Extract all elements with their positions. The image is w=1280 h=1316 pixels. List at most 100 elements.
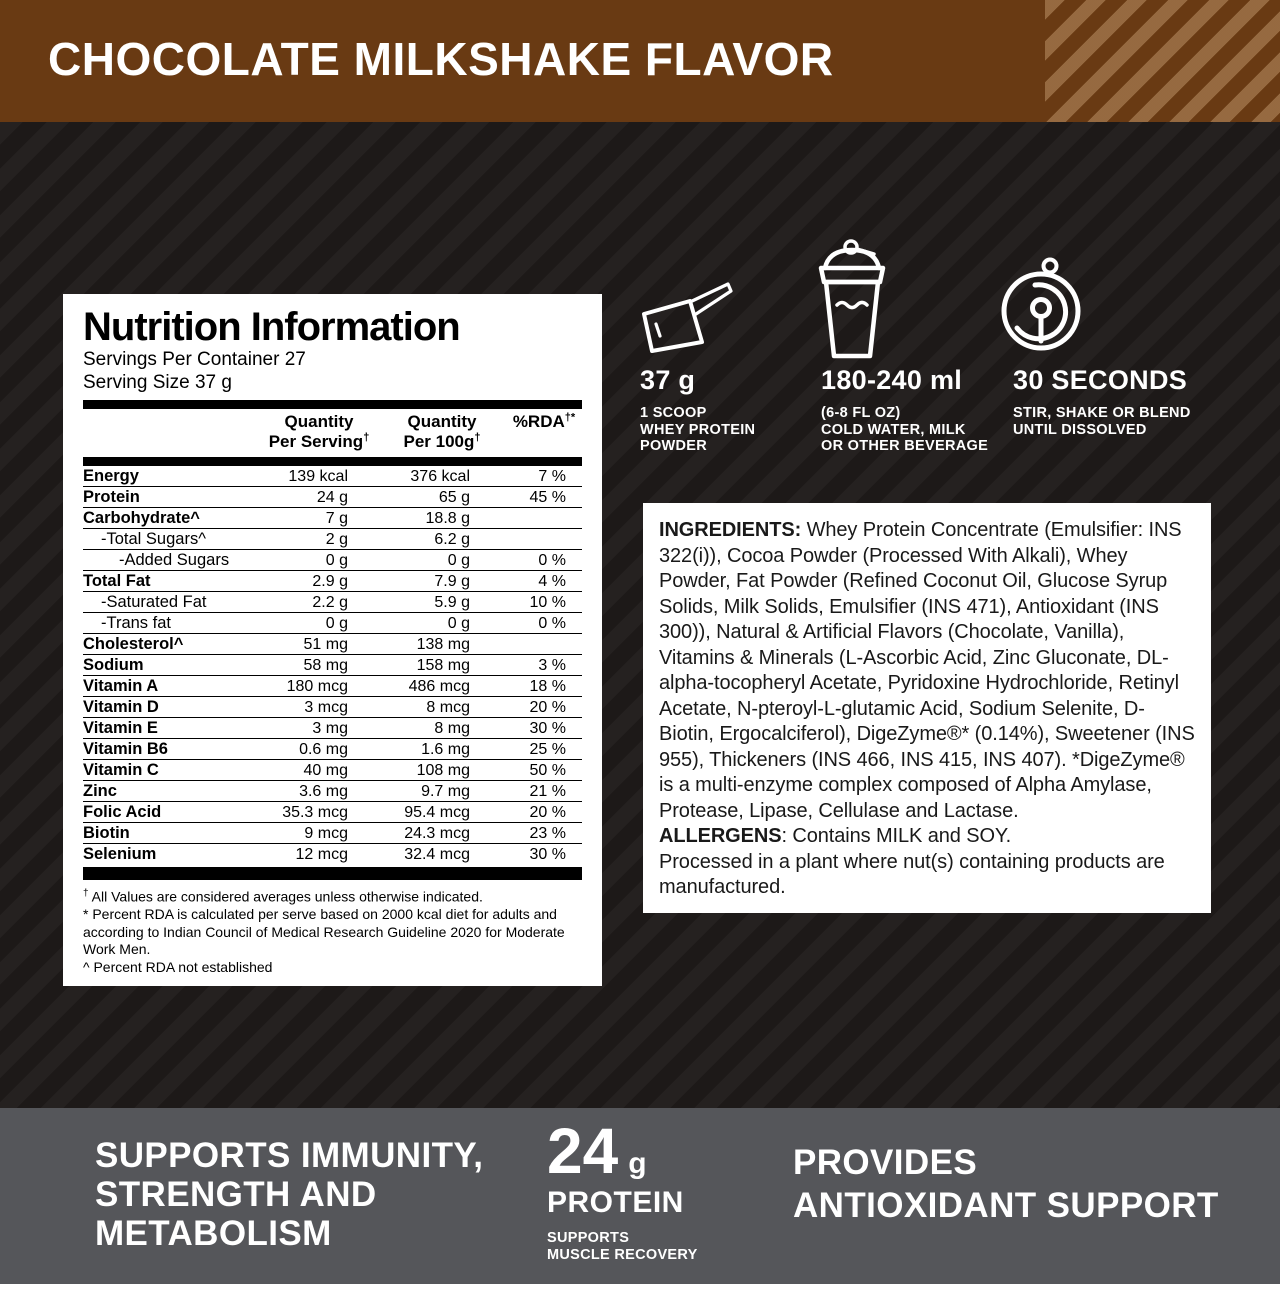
benefit-line: PROVIDES [793, 1143, 978, 1182]
row-per-100g: 158 mg [416, 657, 470, 674]
row-per-serving: 24 g [316, 489, 348, 506]
row-rda: 45 % [529, 489, 566, 506]
direction-line: POWDER [640, 438, 708, 454]
row-per-serving: 9 mcg [304, 825, 348, 842]
benefit-line: STRENGTH AND [95, 1175, 377, 1214]
row-rda: 20 % [529, 699, 566, 716]
benefits-band: SUPPORTS IMMUNITY, STRENGTH AND METABOLI… [0, 1108, 1280, 1284]
table-row: Vitamin A 180 mcg 486 mcg 18 % [83, 675, 582, 696]
footnote: † All Values are considered averages unl… [83, 888, 483, 905]
footnotes: † All Values are considered averages unl… [83, 885, 582, 976]
table-row: -Saturated Fat 2.2 g 5.9 g 10 % [83, 591, 582, 612]
benefit-line: METABOLISM [95, 1214, 332, 1253]
row-label: -Total Sugars^ [101, 530, 206, 548]
row-rda: 20 % [529, 804, 566, 821]
row-per-serving: 40 mg [303, 762, 348, 779]
table-row: Protein 24 g 65 g 45 % [83, 486, 582, 507]
header-text: Quantity [407, 412, 477, 431]
row-per-100g: 7.9 g [434, 573, 470, 590]
table-row: Selenium 12 mcg 32.4 mcg 30 % [83, 843, 582, 864]
row-per-serving: 35.3 mcg [282, 804, 348, 821]
table-row: Carbohydrate^ 7 g 18.8 g [83, 507, 582, 528]
row-label: Vitamin C [83, 761, 159, 779]
table-row: -Total Sugars^ 2 g 6.2 g [83, 528, 582, 549]
row-label: -Trans fat [101, 614, 171, 632]
direction-line: STIR, SHAKE OR BLEND [1013, 405, 1191, 421]
table-row: Biotin 9 mcg 24.3 mcg 23 % [83, 822, 582, 843]
protein-sublines: SUPPORTS MUSCLE RECOVERY [547, 1230, 698, 1263]
row-per-serving: 2.9 g [312, 573, 348, 590]
row-rda: 4 % [538, 573, 566, 590]
flavor-banner: CHOCOLATE MILKSHAKE FLAVOR [0, 0, 1280, 122]
header-sup: † [363, 431, 370, 444]
shaker-icon [818, 239, 886, 359]
row-rda: 30 % [529, 720, 566, 737]
row-rda: 23 % [529, 825, 566, 842]
nutrition-title: Nutrition Information [83, 305, 461, 349]
direction-scoop: 37 g 1 SCOOP WHEY PROTEIN POWDER [640, 365, 755, 455]
row-per-100g: 6.2 g [434, 531, 470, 548]
direction-lines: (6-8 FL OZ) COLD WATER, MILK OR OTHER BEVE… [821, 405, 988, 455]
header-per-100g: Quantity Per 100g† [378, 412, 506, 452]
direction-headline: 30 SECONDS [1013, 365, 1188, 395]
direction-line: UNTIL DISSOLVED [1013, 421, 1147, 438]
processed-text: Processed in a plant where nut(s) contai… [659, 850, 1165, 899]
row-label: Zinc [83, 782, 117, 800]
row-label: Vitamin E [83, 719, 158, 737]
footnote-mark: † [83, 888, 89, 899]
direction-line: COLD WATER, MILK [821, 421, 966, 438]
header-text: %RDA [512, 412, 565, 431]
row-per-serving: 180 mcg [286, 678, 348, 695]
row-per-serving: 0 g [325, 615, 348, 632]
table-row: Sodium 58 mg 158 mg 3 % [83, 654, 582, 675]
benefit-antioxidant: PROVIDES ANTIOXIDANT SUPPORT [793, 1141, 1219, 1227]
row-rda: 18 % [529, 678, 566, 695]
benefit-line: SUPPORTS IMMUNITY, [95, 1136, 484, 1175]
footnote-mark: * [83, 906, 89, 923]
servings-per-container: Servings Per Container 27 [83, 349, 306, 370]
row-label: Sodium [83, 656, 144, 674]
row-label: Energy [83, 467, 139, 485]
ingredients-body: Whey Protein Concentrate (Emulsifier: IN… [659, 519, 1195, 822]
divider-bar [83, 867, 582, 880]
row-label: Total Fat [83, 572, 151, 590]
row-rda: 0 % [538, 552, 566, 569]
header-spacer [83, 412, 260, 452]
divider-bar [83, 400, 582, 409]
direction-headline: 180-240 ml [821, 365, 963, 395]
footnote: * Percent RDA is calculated per serve ba… [83, 906, 565, 958]
protein-subline: SUPPORTS [547, 1230, 630, 1246]
row-rda: 30 % [529, 846, 566, 863]
header-sup: †* [564, 411, 576, 424]
timer-icon [1001, 257, 1081, 351]
row-per-100g: 65 g [438, 489, 470, 506]
row-per-100g: 95.4 mcg [404, 804, 470, 821]
row-per-100g: 486 mcg [408, 678, 470, 695]
row-per-serving: 3 mcg [304, 699, 348, 716]
footnote: ^ Percent RDA not established [83, 958, 273, 975]
serving-size: Serving Size 37 g [83, 372, 232, 393]
row-label: Protein [83, 488, 140, 506]
row-label: Cholesterol^ [83, 635, 184, 653]
table-row: -Added Sugars 0 g 0 g 0 % [83, 549, 582, 570]
row-per-100g: 0 g [447, 615, 470, 632]
table-row: Vitamin C 40 mg 108 mg 50 % [83, 759, 582, 780]
header-text: Per 100g [403, 432, 475, 451]
row-per-serving: 0 g [325, 552, 348, 569]
direction-mix: 30 SECONDS STIR, SHAKE OR BLEND UNTIL DIS… [1013, 365, 1191, 438]
row-per-serving: 139 kcal [288, 468, 348, 485]
table-row: -Trans fat 0 g 0 g 0 % [83, 612, 582, 633]
row-per-100g: 108 mg [416, 762, 470, 779]
row-label: Vitamin D [83, 698, 159, 716]
row-per-serving: 0.6 mg [299, 741, 348, 758]
ingredients-panel: INGREDIENTS: Whey Protein Concentrate (E… [643, 503, 1211, 913]
direction-headline: 37 g [640, 365, 696, 395]
header-sup: † [474, 431, 481, 444]
direction-line: OR OTHER BEVERAGE [821, 438, 989, 454]
row-rda: 10 % [529, 594, 566, 611]
divider-bar [83, 457, 582, 466]
table-row: Vitamin B6 0.6 mg 1.6 mg 25 % [83, 738, 582, 759]
table-row: Energy 139 kcal 376 kcal 7 % [83, 466, 582, 486]
header-text: Per Serving [268, 432, 364, 451]
ingredients-label: INGREDIENTS: [659, 519, 802, 541]
